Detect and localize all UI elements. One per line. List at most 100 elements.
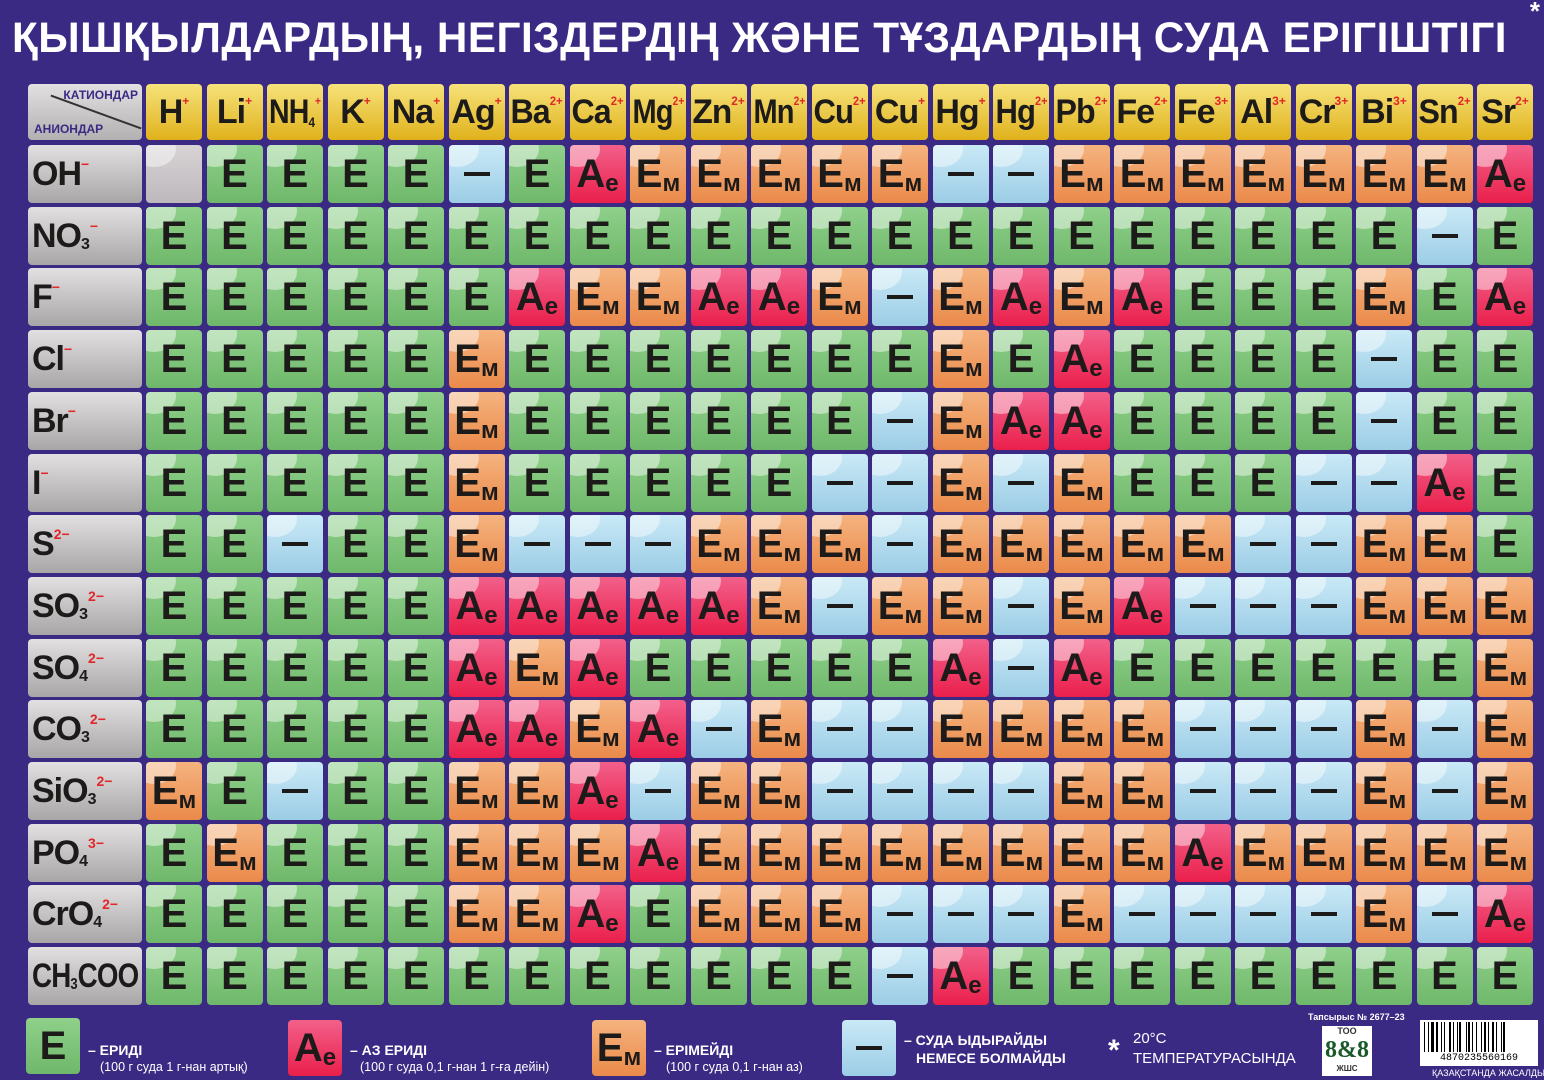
cation-charge: + xyxy=(433,94,441,108)
cell-symbol-main: Е xyxy=(402,337,430,382)
cation-symbol: Cu xyxy=(813,93,854,131)
cell-symbol-main: А xyxy=(1423,460,1453,505)
cation-header: Cr 3+ xyxy=(1295,84,1352,140)
solubility-cell: Е xyxy=(206,206,263,265)
cell-symbol-main: Е xyxy=(402,954,430,999)
legend-soluble-swatch: Е xyxy=(26,1018,80,1074)
cell-symbol-suffix: м xyxy=(1206,170,1225,197)
cell-symbol-suffix: м xyxy=(1085,293,1104,321)
cation-charge: 2+ xyxy=(1094,94,1108,108)
cell-symbol-main: Е xyxy=(342,275,369,320)
anion-formula: CO xyxy=(32,710,82,749)
logo-bottom: ЖШС xyxy=(1336,1064,1358,1073)
solubility-cell: Е xyxy=(690,638,747,697)
cell-symbol-main: Е xyxy=(1068,213,1095,258)
cell-symbol-main: Е xyxy=(523,460,551,505)
cation-symbol: Li xyxy=(216,93,246,131)
solubility-cell xyxy=(146,145,202,203)
cell-symbol-suffix: м xyxy=(1448,601,1467,629)
cell-symbol-suffix: м xyxy=(783,540,802,568)
solubility-cell xyxy=(1416,762,1473,820)
cell-symbol-main: А xyxy=(939,645,969,690)
cell-symbol-suffix: м xyxy=(541,787,560,814)
cell-symbol-main: А xyxy=(636,583,666,628)
cell-symbol-suffix: м xyxy=(1146,170,1165,197)
solubility-cell: Е xyxy=(1295,947,1352,1006)
cell-symbol-main: Е xyxy=(402,152,430,196)
cell-symbol-suffix: м xyxy=(1085,540,1104,568)
cell-symbol-suffix: м xyxy=(722,540,741,568)
cell-symbol-main: Е xyxy=(756,892,784,937)
cell-symbol-main: Е xyxy=(160,460,188,505)
cation-header: Mn 2+ xyxy=(751,84,807,140)
solubility-cell: Е xyxy=(751,638,807,697)
solubility-cell: Е xyxy=(751,206,807,265)
cell-symbol-suffix: м xyxy=(1327,170,1346,197)
cell-symbol-main: Е xyxy=(575,275,602,320)
solubility-cell: Е xyxy=(630,206,686,265)
cell-symbol: Е xyxy=(282,709,309,749)
cell-symbol: Е xyxy=(1189,956,1216,996)
cation-subscript: 4 xyxy=(308,114,316,130)
cell-symbol: Е xyxy=(282,586,309,626)
cell-symbol: Е xyxy=(221,216,248,256)
cell-symbol-main: Е xyxy=(1361,152,1389,196)
barcode-bar xyxy=(1448,1022,1451,1052)
cell-symbol: Е xyxy=(826,216,853,256)
cell-symbol-suffix: е xyxy=(605,601,619,629)
cell-symbol-main: Е xyxy=(886,213,914,258)
solubility-cell: Е xyxy=(1477,206,1533,265)
solubility-cell: Е xyxy=(388,330,444,389)
cation-header: Ag + xyxy=(448,84,505,140)
barcode-bar xyxy=(1430,1022,1434,1052)
dash-icon xyxy=(463,172,490,176)
cell-symbol: Е xyxy=(403,894,430,934)
cell-symbol-suffix: м xyxy=(1146,787,1165,814)
dash-icon xyxy=(1310,727,1337,732)
cell-symbol-main: Е xyxy=(160,645,188,690)
cell-symbol: Е xyxy=(524,154,551,194)
cell-symbol-suffix: е xyxy=(484,663,498,691)
solubility-cell xyxy=(1235,700,1291,759)
cell-symbol: Е xyxy=(1068,216,1095,256)
cation-charge: 2+ xyxy=(731,94,745,108)
cell-symbol-main: Е xyxy=(342,152,369,196)
cell-symbol-main: А xyxy=(515,707,545,752)
cation-symbol: K xyxy=(340,93,365,131)
cell-symbol-main: Е xyxy=(1189,275,1216,320)
cation-symbol: Cu xyxy=(874,93,919,131)
cation-formula: Sr 2+ xyxy=(1481,95,1529,129)
solubility-cell: Е xyxy=(267,391,323,450)
cell-symbol-suffix: м xyxy=(1388,848,1407,876)
solubility-cell: Е xyxy=(267,823,323,882)
solubility-cell xyxy=(569,515,626,574)
solubility-cell: Е xyxy=(448,206,505,265)
cell-symbol-main: Е xyxy=(221,583,248,628)
cell-symbol-main: Е xyxy=(817,830,844,875)
cell-symbol-main: Е xyxy=(1431,645,1458,690)
solubility-cell: Е xyxy=(509,206,565,265)
cell-symbol-main: Е xyxy=(705,337,732,382)
dash-icon xyxy=(826,603,853,608)
cation-charge: 2+ xyxy=(1457,94,1471,108)
cation-symbol: Hg xyxy=(995,93,1035,131)
cell-symbol-main: Е xyxy=(938,583,965,628)
cell-symbol-main: А xyxy=(636,707,666,752)
cell-symbol-main: Е xyxy=(596,1026,624,1070)
anion-formula-group: I − xyxy=(32,466,49,500)
cell-symbol-main: Е xyxy=(1370,954,1398,999)
